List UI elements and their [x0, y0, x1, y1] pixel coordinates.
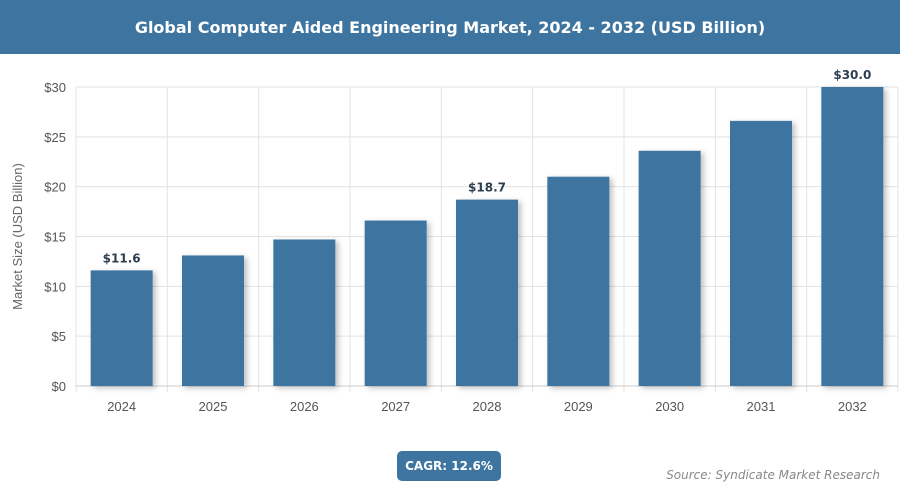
data-label: $18.7 [468, 181, 506, 195]
bar [638, 150, 701, 386]
y-tick-label: $5 [52, 329, 66, 344]
y-tick-label: $20 [44, 180, 66, 195]
x-tick-label: 2030 [655, 399, 684, 414]
y-tick-label: $30 [44, 80, 66, 95]
x-tick-label: 2031 [747, 399, 776, 414]
x-tick-label: 2027 [381, 399, 410, 414]
y-tick-label: $25 [44, 130, 66, 145]
data-label: $11.6 [103, 251, 141, 265]
bar [182, 255, 244, 386]
bar [547, 176, 610, 386]
y-tick-label: $0 [52, 379, 66, 394]
x-tick-label: 2024 [107, 399, 136, 414]
x-tick-label: 2025 [199, 399, 228, 414]
x-tick-label: 2026 [290, 399, 319, 414]
y-axis-label: Market Size (USD Billion) [10, 163, 25, 310]
x-tick-label: 2029 [564, 399, 593, 414]
cagr-badge: CAGR: 12.6% [397, 451, 501, 481]
chart-title: Global Computer Aided Engineering Market… [0, 0, 900, 54]
data-label: $30.0 [833, 68, 871, 82]
bar [90, 270, 153, 386]
x-tick-label: 2032 [838, 399, 867, 414]
source-note: Source: Syndicate Market Research [666, 468, 880, 482]
bar [273, 239, 336, 386]
bar [364, 220, 427, 386]
y-tick-label: $10 [44, 279, 66, 294]
bar [730, 120, 792, 387]
y-tick-label: $15 [44, 230, 66, 245]
x-tick-label: 2028 [473, 399, 502, 414]
bar [821, 87, 884, 386]
bar [456, 199, 518, 386]
